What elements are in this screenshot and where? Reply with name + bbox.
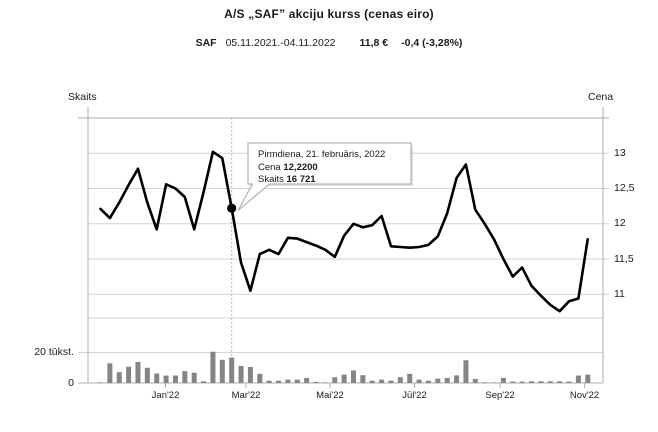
volume-bar	[472, 378, 478, 383]
volume-bar	[247, 366, 253, 383]
price-tick-label: 13	[614, 146, 626, 159]
tooltip-price-row: Cena 12,2200	[258, 161, 318, 173]
left-axis-title: Skaits	[68, 91, 97, 103]
volume-bar	[172, 375, 178, 383]
volume-bar	[463, 360, 469, 383]
price-line	[99, 150, 590, 313]
volume-bar	[454, 375, 460, 383]
volume-bar	[229, 357, 235, 383]
volume-bar	[416, 379, 422, 383]
price-tick-label: 11,5	[614, 252, 634, 265]
ticker-symbol: SAF	[195, 37, 217, 49]
price-tick-label: 12,5	[614, 182, 635, 194]
volume-bar	[154, 373, 160, 383]
tooltip-volume-row: Skaits 16 721	[258, 174, 316, 185]
volume-bar	[407, 373, 413, 383]
volume-bar	[350, 370, 356, 383]
volume-bar	[444, 377, 450, 383]
volume-bar	[266, 380, 272, 383]
price-tick-label: 11	[614, 287, 625, 300]
volume-bar	[482, 382, 488, 383]
selected-point-marker	[227, 203, 237, 213]
chart-subtitle: SAF 05.11.2021.-04.11.2022 11,8 € -0,4 (-3,…	[0, 37, 658, 49]
point-tooltip: Pirmdiena, 21. februāris, 2022 Cena 12,2…	[249, 144, 418, 188]
volume-bar	[219, 359, 225, 383]
volume-bar	[322, 382, 328, 383]
month-label: Sep'22	[485, 390, 515, 401]
volume-bar	[575, 375, 581, 383]
volume-bar	[182, 371, 188, 383]
volume-bar	[304, 377, 310, 383]
volume-bar	[285, 379, 291, 383]
volume-bar	[210, 351, 216, 383]
volume-bar	[435, 378, 441, 383]
month-label: Mai'22	[316, 390, 344, 401]
volume-bar	[191, 372, 197, 383]
right-axis-title: Cena	[588, 91, 614, 103]
volume-bar	[500, 377, 506, 383]
volume-bar	[313, 381, 319, 383]
volume-bar	[566, 381, 572, 383]
month-label: Jan'22	[151, 390, 180, 401]
volume-tick-label: 20 tūkst.	[34, 346, 74, 358]
last-price: 11,8 €	[359, 37, 389, 49]
volume-bar	[538, 381, 544, 383]
volume-bar	[276, 380, 282, 383]
volume-bar	[369, 380, 375, 383]
tooltip-volume-value: 16 721	[286, 174, 316, 185]
tooltip-price-value: 12,2200	[283, 161, 318, 173]
volume-bar	[388, 380, 394, 383]
volume-bar	[519, 381, 525, 383]
volume-bar	[107, 363, 113, 383]
volume-bar	[238, 365, 244, 383]
volume-bar	[294, 379, 300, 383]
tooltip-callout	[237, 183, 270, 211]
volume-bar	[510, 381, 516, 383]
volume-bar	[257, 373, 263, 383]
month-label: Jūl'22	[402, 390, 427, 401]
volume-bar	[116, 372, 122, 383]
volume-bar	[529, 381, 535, 383]
volume-tick-label: 0	[68, 376, 74, 389]
volume-bar	[547, 381, 553, 383]
volume-bar	[585, 374, 591, 383]
volume-bar	[144, 367, 150, 383]
month-label: Nov'22	[569, 390, 600, 401]
price-tick-label: 12	[614, 217, 626, 230]
tooltip-date: Pirmdiena, 21. februāris, 2022	[258, 149, 386, 160]
date-range: 05.11.2021.-04.11.2022	[225, 37, 336, 49]
volume-bar	[557, 381, 563, 383]
volume-bar	[341, 374, 347, 383]
volume-bar	[201, 381, 207, 383]
volume-bar	[98, 382, 103, 383]
price-change: -0,4 (-3,28%)	[401, 37, 463, 49]
volume-bar	[379, 379, 385, 383]
volume-bar	[491, 382, 497, 383]
month-label: Mar'22	[231, 390, 261, 401]
volume-bar	[135, 361, 141, 383]
volume-bar	[425, 380, 431, 383]
volume-bar	[360, 375, 366, 383]
volume-bar	[163, 375, 169, 383]
page-title: A/S „SAF” akciju kurss (cenas eiro)	[224, 7, 434, 21]
tooltip-box	[247, 142, 412, 185]
volume-bar	[397, 377, 403, 383]
volume-bar	[126, 366, 132, 383]
volume-bar	[332, 377, 338, 383]
